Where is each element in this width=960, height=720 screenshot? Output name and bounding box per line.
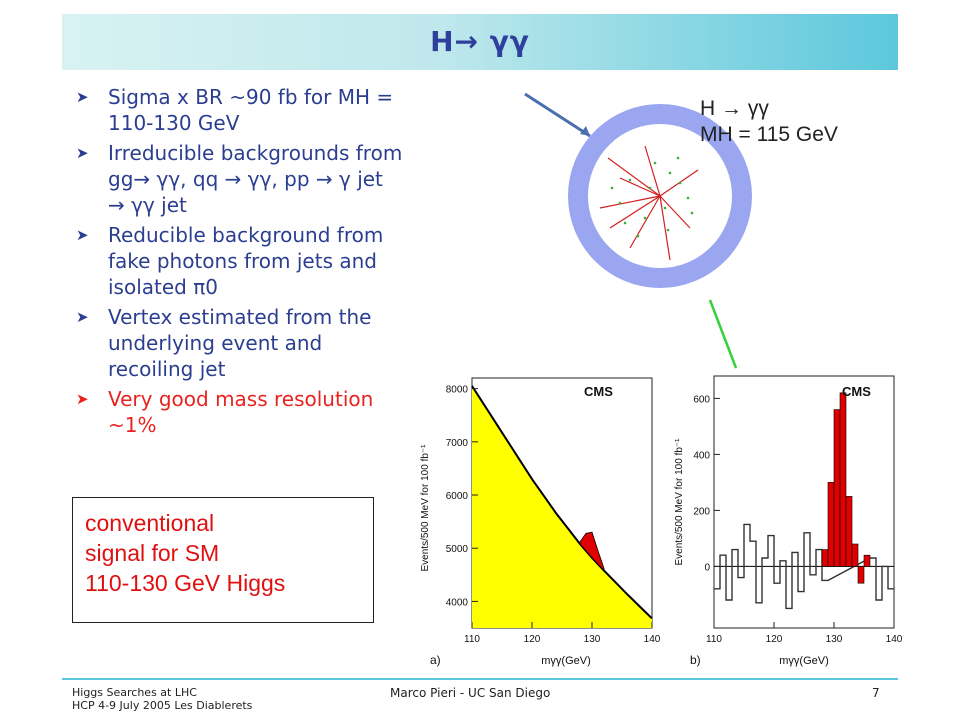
- x-tick-label: 120: [766, 634, 783, 645]
- signal-bars: [821, 392, 871, 584]
- x-tick-label: 140: [886, 634, 903, 645]
- chevron-right-icon: ➤: [76, 226, 89, 244]
- signal-bar: [827, 482, 835, 567]
- x-tick-label: 120: [524, 634, 541, 645]
- event-label: H → γγ MH = 115 GeV: [700, 96, 838, 148]
- bullet-text: Reducible background from fake photons f…: [108, 223, 384, 299]
- chevron-right-icon: ➤: [76, 390, 89, 408]
- y-tick-labels: 0 200 400 600: [693, 394, 720, 573]
- event-display: [524, 92, 752, 369]
- background-area: [472, 385, 652, 628]
- y-tick-label: 4000: [446, 597, 469, 608]
- x-tick-label: 140: [644, 634, 660, 645]
- signal-bar: [839, 392, 847, 567]
- callout-line: conventional: [85, 510, 215, 536]
- event-label-line1: H → γγ: [700, 97, 769, 120]
- y-tick-label: 600: [693, 394, 710, 405]
- x-tick-label: 130: [584, 634, 601, 645]
- callout-line: signal for SM: [85, 540, 220, 566]
- chevron-right-icon: ➤: [76, 308, 89, 326]
- cms-badge: CMS: [584, 384, 613, 399]
- hit-cloud: [610, 156, 694, 238]
- y-axis-label: Events/500 MeV for 100 fb⁻¹: [420, 444, 431, 572]
- y-tick-label: 0: [704, 562, 710, 573]
- footer-author: Marco Pieri - UC San Diego: [390, 686, 551, 700]
- signal-area: [579, 531, 605, 572]
- arrow-head-icon: [580, 126, 590, 136]
- x-tick-label: 130: [826, 634, 843, 645]
- footer-left: Higgs Searches at LHC HCP 4-9 July 2005 …: [72, 686, 252, 712]
- bullet-text: Vertex estimated from the underlying eve…: [108, 305, 372, 381]
- bullet-item-4: ➤ Vertex estimated from the underlying e…: [76, 304, 406, 382]
- bullet-text: Very good mass resolution ~1%: [108, 387, 374, 437]
- footer-divider: [62, 678, 898, 680]
- y-tick-label: 400: [693, 450, 710, 461]
- signal-bar: [833, 409, 841, 567]
- track-cluster: [599, 145, 699, 261]
- signal-bar: [857, 566, 865, 584]
- page-number: 7: [872, 686, 880, 700]
- plot-a: 110 120 130 140 4000 5000 6000 7000 8000 CMS mγ…: [420, 377, 660, 667]
- signal-bar: [821, 549, 829, 567]
- title-bar: H→ γγ: [62, 14, 898, 70]
- callout-line: 110-130 GeV Higgs: [85, 570, 286, 596]
- x-axis-label: mγγ(GeV): [779, 655, 829, 667]
- background-line: [471, 385, 653, 620]
- panel-label: b): [690, 653, 701, 667]
- x-tick-labels: 110 120 130 140: [706, 622, 903, 645]
- x-tick-label: 110: [706, 634, 722, 645]
- signal-bar: [863, 554, 871, 567]
- event-label-line2: MH = 115 GeV: [700, 123, 838, 146]
- bullet-item-2: ➤ Irreducible backgrounds from gg→ γγ, q…: [76, 140, 406, 218]
- cms-badge: CMS: [842, 384, 871, 399]
- bullet-list: ➤ Sigma x BR ~90 fb for MH = 110-130 GeV…: [76, 84, 406, 442]
- slide-title: H→ γγ: [430, 25, 530, 58]
- footer-conference: Higgs Searches at LHC: [72, 686, 197, 699]
- callout-box: conventional signal for SM 110-130 GeV H…: [72, 497, 374, 623]
- y-tick-label: 200: [693, 506, 710, 517]
- detector-ring: [568, 104, 752, 288]
- photon-arrow-blue: [524, 92, 591, 138]
- bullet-text: Irreducible backgrounds from gg→ γγ, qq …: [108, 141, 403, 217]
- y-axis-label: Events/500 MeV for 100 fb⁻¹: [674, 438, 685, 566]
- footer-event: HCP 4-9 July 2005 Les Diablerets: [72, 699, 253, 712]
- bullet-item-3: ➤ Reducible background from fake photons…: [76, 222, 406, 300]
- y-tick-label: 5000: [446, 544, 469, 555]
- chevron-right-icon: ➤: [76, 144, 89, 162]
- y-tick-labels: 4000 5000 6000 7000 8000: [446, 385, 478, 608]
- bullet-text: Sigma x BR ~90 fb for MH = 110-130 GeV: [108, 85, 394, 135]
- y-tick-label: 8000: [446, 385, 469, 396]
- x-axis-label: mγγ(GeV): [541, 655, 591, 667]
- signal-bar: [851, 543, 859, 567]
- bullet-item-5: ➤ Very good mass resolution ~1%: [76, 386, 406, 438]
- photon-line-green: [708, 299, 738, 369]
- signal-bar: [845, 496, 853, 567]
- x-tick-label: 110: [464, 634, 480, 645]
- residual-histogram: [714, 523, 894, 610]
- y-tick-label: 7000: [446, 438, 469, 449]
- panel-label: a): [430, 653, 441, 667]
- chevron-right-icon: ➤: [76, 88, 89, 106]
- x-tick-labels: 110 120 130 140: [464, 622, 660, 645]
- y-tick-label: 6000: [446, 491, 469, 502]
- bullet-item-1: ➤ Sigma x BR ~90 fb for MH = 110-130 GeV: [76, 84, 406, 136]
